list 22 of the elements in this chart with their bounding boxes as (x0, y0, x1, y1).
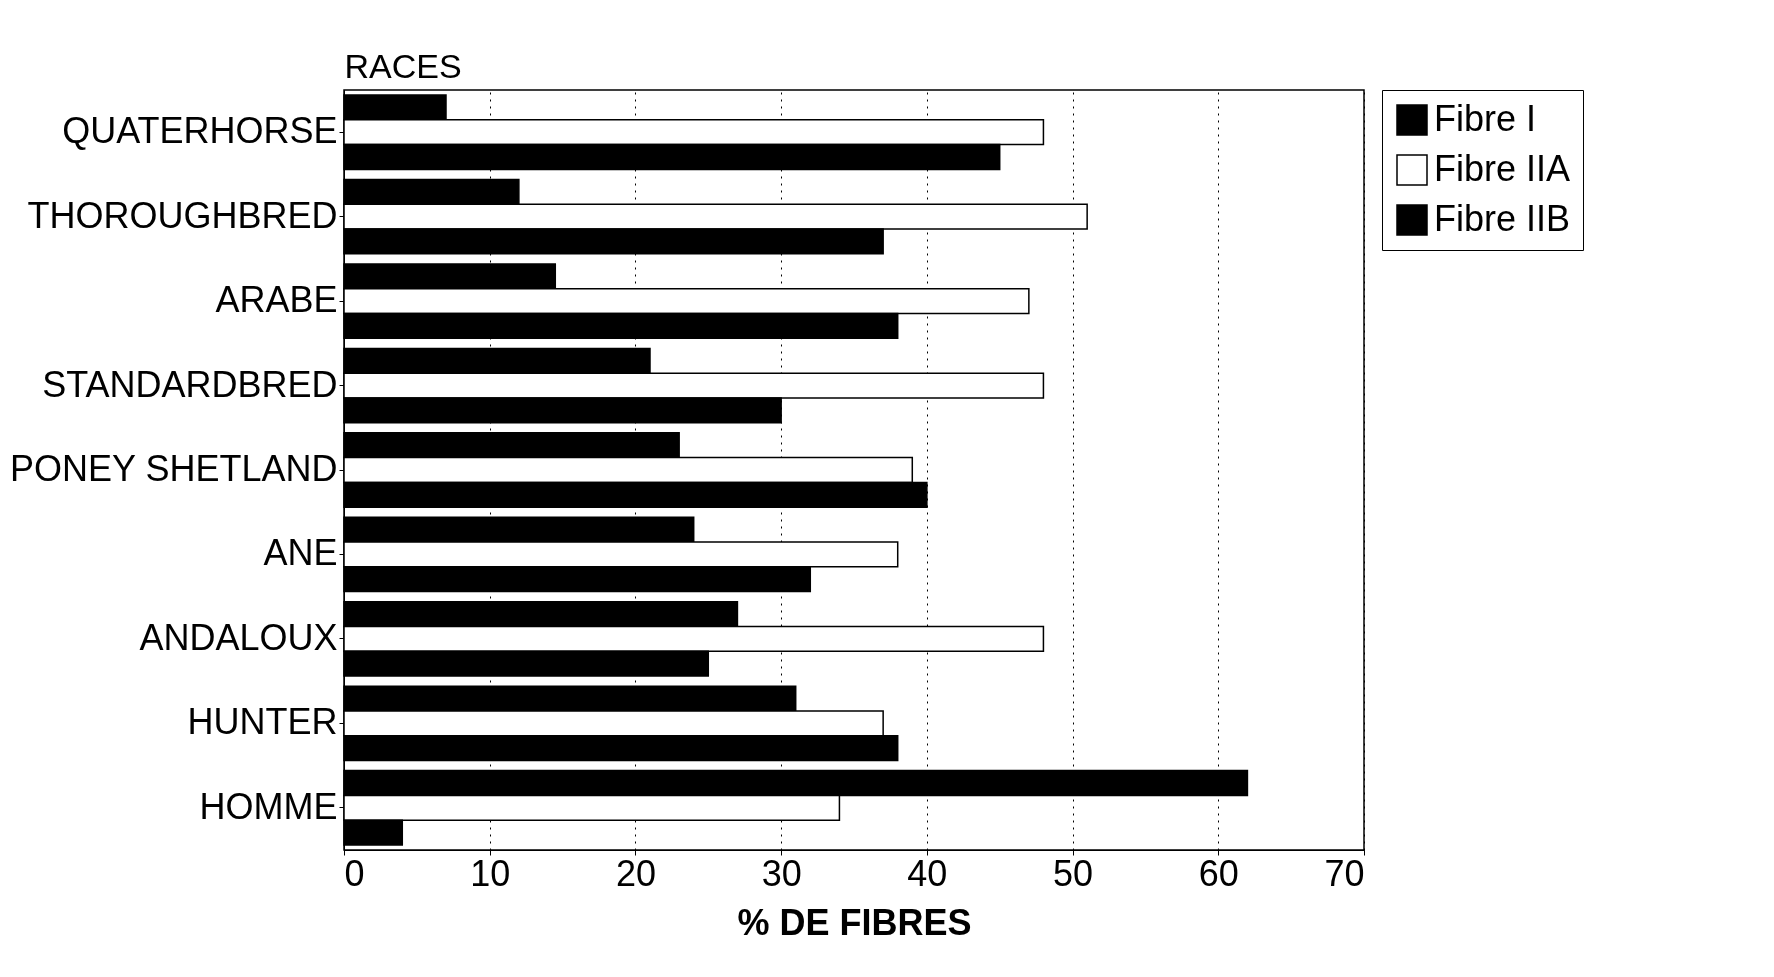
y-tick-label: ANE (263, 532, 338, 574)
x-tick-label: 70 (1324, 852, 1365, 894)
x-tick-label: 30 (761, 852, 802, 894)
x-tick-label: 40 (907, 852, 948, 894)
y-axis-title: RACES (344, 46, 462, 85)
y-tick-label: THOROUGHBRED (27, 194, 338, 236)
legend-label: Fibre IIA (1434, 148, 1571, 189)
x-tick-label: 20 (615, 852, 656, 894)
x-tick-label: 0 (344, 852, 365, 894)
x-tick-label: 50 (1053, 852, 1094, 894)
x-tick-label: 60 (1198, 852, 1239, 894)
x-axis-title: % DE FIBRES (737, 901, 972, 943)
y-tick-label: QUATERHORSE (62, 110, 338, 152)
y-tick-label: STANDARDBRED (42, 363, 338, 405)
legend-label: Fibre I (1434, 98, 1537, 139)
y-tick-label: HOMME (199, 785, 338, 827)
y-tick-label: ANDALOUX (139, 616, 338, 658)
y-tick-label: HUNTER (187, 701, 338, 743)
y-tick-label: ARABE (215, 279, 338, 321)
y-tick-label: PONEY SHETLAND (10, 448, 338, 489)
legend-label: Fibre IIB (1434, 198, 1571, 239)
x-tick-label: 10 (470, 852, 511, 894)
